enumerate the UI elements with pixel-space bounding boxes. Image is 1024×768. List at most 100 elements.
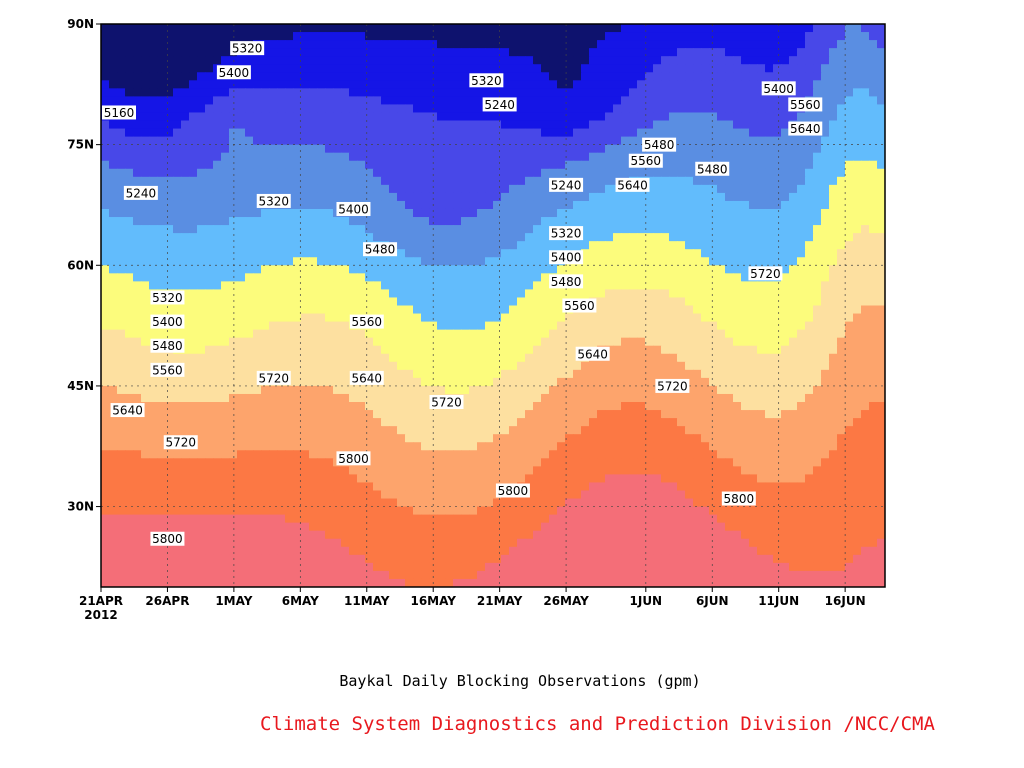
contour-cell <box>701 40 710 49</box>
contour-cell <box>661 337 670 347</box>
contour-cell <box>365 426 374 435</box>
contour-cell <box>469 152 478 162</box>
contour-cell <box>269 305 278 315</box>
contour-cell <box>277 128 286 138</box>
contour-cell <box>197 112 206 122</box>
contour-cell <box>277 64 286 73</box>
contour-cell <box>189 418 198 427</box>
contour-cell <box>341 305 350 315</box>
contour-cell <box>781 265 790 274</box>
contour-cell <box>469 393 478 403</box>
contour-cell <box>197 249 206 258</box>
contour-cell <box>485 56 494 65</box>
contour-cell <box>301 402 310 411</box>
contour-cell <box>677 24 686 33</box>
contour-cell <box>525 184 534 194</box>
contour-cell <box>101 265 110 274</box>
contour-cell <box>109 233 118 242</box>
contour-cell <box>621 64 630 73</box>
contour-cell <box>261 112 270 122</box>
contour-cell <box>517 88 526 97</box>
contour-cell <box>661 88 670 97</box>
contour-cell <box>773 96 782 106</box>
contour-cell <box>349 120 358 130</box>
contour-cell <box>757 281 766 291</box>
contour-cell <box>517 257 526 266</box>
contour-cell <box>661 233 670 242</box>
contour-cell <box>261 168 270 178</box>
contour-cell <box>749 418 758 427</box>
contour-cell <box>293 385 302 395</box>
contour-cell <box>237 313 246 323</box>
contour-cell <box>589 426 598 435</box>
contour-cell <box>293 241 302 250</box>
contour-cell <box>293 72 302 81</box>
contour-cell <box>733 40 742 49</box>
contour-cell <box>301 168 310 178</box>
contour-cell <box>413 112 422 122</box>
contour-cell <box>125 305 134 315</box>
contour-cell <box>541 88 550 97</box>
contour-cell <box>509 329 518 339</box>
contour-cell <box>469 281 478 291</box>
contour-cell <box>125 393 134 403</box>
contour-cell <box>229 377 238 387</box>
contour-cell <box>701 377 710 387</box>
contour-cell <box>221 297 230 307</box>
contour-cell <box>757 128 766 138</box>
contour-cell <box>253 56 262 65</box>
contour-cell <box>749 353 758 363</box>
contour-cell <box>197 200 206 210</box>
contour-cell <box>837 297 846 307</box>
contour-cell <box>117 265 126 274</box>
contour-cell <box>285 128 294 138</box>
contour-cell <box>109 136 118 146</box>
contour-cell <box>221 305 230 315</box>
contour-cell <box>381 265 390 274</box>
contour-cell <box>293 80 302 89</box>
contour-cell <box>517 377 526 387</box>
contour-cell <box>877 329 885 339</box>
contour-cell <box>837 176 846 186</box>
contour-cell <box>461 48 470 57</box>
contour-cell <box>709 361 718 371</box>
contour-cell <box>813 208 822 218</box>
contour-cell <box>677 120 686 130</box>
contour-cell <box>437 48 446 57</box>
contour-cell <box>781 233 790 242</box>
contour-cell <box>109 72 118 81</box>
contour-cell <box>661 369 670 379</box>
contour-cell <box>293 88 302 97</box>
contour-cell <box>677 64 686 73</box>
contour-cell <box>133 112 142 122</box>
contour-cell <box>821 96 830 106</box>
contour-cell <box>437 176 446 186</box>
contour-cell <box>269 48 278 57</box>
contour-cell <box>325 192 334 202</box>
contour-cell <box>445 136 454 146</box>
contour-cell <box>357 112 366 122</box>
contour-cell <box>181 136 190 146</box>
contour-cell <box>397 152 406 162</box>
contour-cell <box>165 80 174 89</box>
contour-cell <box>157 64 166 73</box>
contour-cell <box>701 64 710 73</box>
contour-cell <box>157 402 166 411</box>
contour-cell <box>789 136 798 146</box>
contour-cell <box>509 32 518 41</box>
contour-cell <box>549 345 558 355</box>
contour-cell <box>221 217 230 226</box>
contour-cell <box>173 64 182 73</box>
contour-cell <box>573 88 582 97</box>
contour-cell <box>293 402 302 411</box>
contour-cell <box>493 361 502 371</box>
contour-cell <box>213 112 222 122</box>
contour-cell <box>381 225 390 234</box>
contour-cell <box>797 184 806 194</box>
contour-cell <box>733 144 742 154</box>
contour-cell <box>413 56 422 65</box>
contour-cell <box>341 337 350 347</box>
contour-cell <box>181 377 190 387</box>
contour-cell <box>829 265 838 274</box>
contour-cell <box>461 225 470 234</box>
